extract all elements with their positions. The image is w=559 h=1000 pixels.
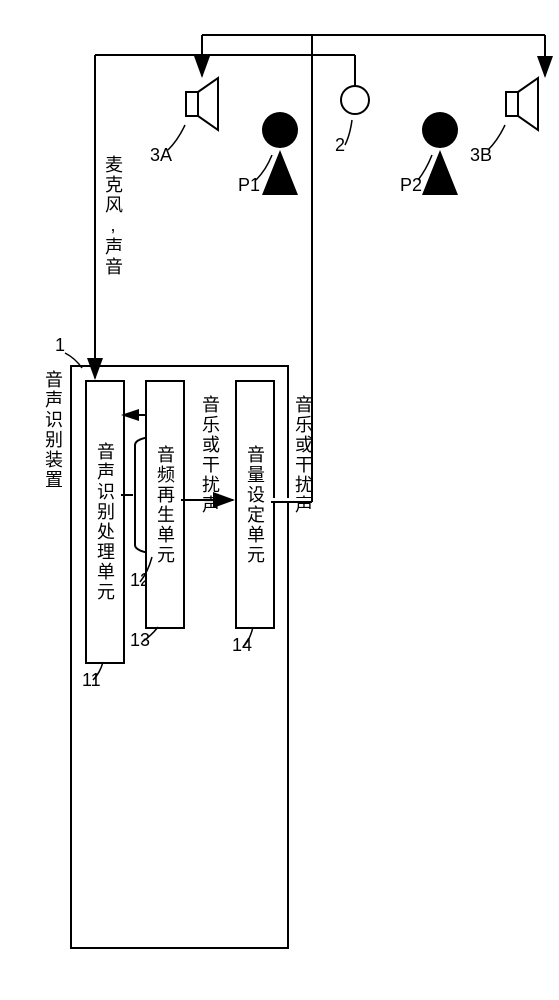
speakerB-ref: 3B: [470, 145, 492, 166]
personP2-ref: P2: [400, 175, 422, 196]
block-proc-label: 音声识别处理单元: [92, 442, 118, 602]
device-title: 音声识别装置: [40, 370, 66, 490]
block-play-label: 音频再生单元: [152, 445, 178, 565]
block-vol: 音量设定单元: [235, 380, 275, 629]
personP1-ref: P1: [238, 175, 260, 196]
device-ref: 1: [55, 335, 65, 356]
speakerA-ref: 3A: [150, 145, 172, 166]
diagram-canvas: 音声识别装置 1 音声识别处理单元 11 声音DB 12 音频再生单元 13 音…: [0, 0, 559, 1000]
label-mic-line: 麦克风,声音: [100, 155, 126, 277]
block-play-ref: 13: [130, 630, 150, 651]
block-vol-ref: 14: [232, 635, 252, 656]
label-play-to-vol: 音乐或干扰声: [197, 395, 223, 515]
label-output: 音乐或干扰声: [290, 395, 316, 515]
block-play: 音频再生单元: [145, 380, 185, 629]
block-proc-ref: 11: [82, 670, 101, 691]
block-proc: 音声识别处理单元: [85, 380, 125, 664]
block-vol-label: 音量设定单元: [242, 445, 268, 565]
mic-ref: 2: [335, 135, 345, 156]
